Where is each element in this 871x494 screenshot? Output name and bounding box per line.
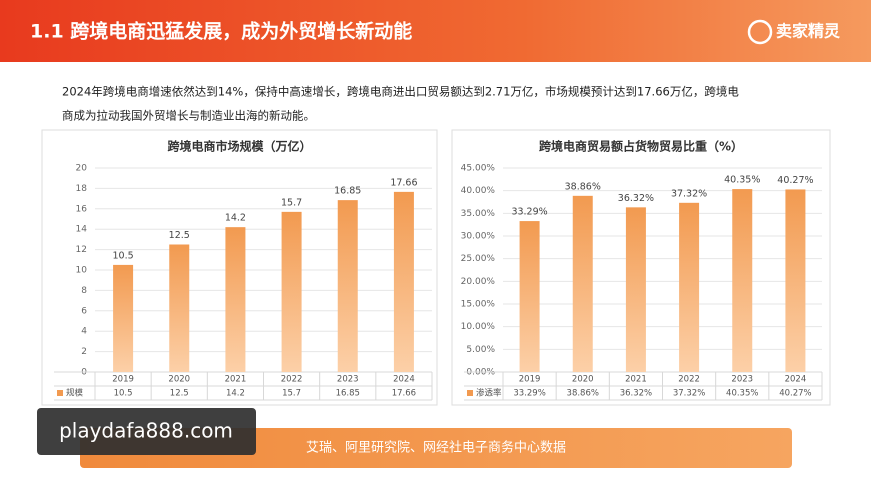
bar: [732, 189, 753, 372]
logo-text: 卖家精灵: [776, 22, 841, 41]
data-label: 36.32%: [618, 193, 654, 204]
table-value: 10.5: [114, 389, 133, 399]
table-value: 36.32%: [620, 389, 652, 399]
y-tick-label: 10.00%: [461, 322, 496, 332]
legend-swatch: [467, 390, 473, 396]
x-tick-label: 2022: [281, 375, 303, 385]
y-tick-label: 14: [76, 225, 88, 235]
data-label: 40.35%: [724, 175, 760, 186]
bar: [679, 202, 700, 372]
x-tick-label: 2020: [572, 375, 594, 385]
bar: [225, 227, 246, 372]
table-value: 14.2: [226, 389, 245, 399]
y-tick-label: 16: [76, 204, 88, 214]
data-label: 40.27%: [777, 175, 813, 186]
bar: [572, 195, 593, 372]
x-tick-label: 2024: [393, 375, 415, 385]
table-value: 15.7: [282, 389, 301, 399]
y-tick-label: 18: [76, 184, 88, 194]
watermark-box: [37, 408, 256, 455]
source-banner: [80, 428, 792, 468]
table-value: 37.32%: [673, 389, 705, 399]
y-tick-label: 8: [81, 286, 87, 296]
y-tick-label: 5.00%: [466, 345, 495, 355]
table-value: 12.5: [170, 389, 189, 399]
table-value: 40.27%: [779, 389, 811, 399]
data-label: 17.66: [390, 177, 417, 188]
legend-label: 渗透率: [476, 388, 502, 399]
x-tick-label: 2021: [625, 375, 647, 385]
bar: [113, 264, 134, 372]
bar: [785, 189, 806, 372]
y-tick-label: 40.00%: [461, 186, 496, 196]
x-tick-label: 2023: [731, 375, 753, 385]
table-value: 17.66: [392, 389, 416, 399]
data-label: 37.32%: [671, 188, 707, 199]
x-tick-label: 2020: [168, 375, 190, 385]
y-tick-label: 20.00%: [461, 277, 496, 287]
legend-swatch: [57, 390, 63, 396]
x-tick-label: 2019: [519, 375, 541, 385]
x-tick-label: 2023: [337, 375, 359, 385]
data-label: 14.2: [225, 213, 246, 224]
data-label: 15.7: [281, 197, 302, 208]
data-label: 33.29%: [511, 207, 547, 218]
bar: [281, 211, 302, 372]
chart-title: 跨境电商市场规模（万亿）: [167, 139, 311, 154]
y-tick-label: 2: [81, 347, 87, 357]
y-tick-label: 10: [76, 266, 88, 276]
source-text: 艾瑞、阿里研究院、网经社电子商务中心数据: [306, 440, 566, 456]
bar: [393, 191, 414, 372]
table-value: 33.29%: [513, 389, 545, 399]
y-tick-label: 12: [76, 245, 87, 255]
y-tick-label: 30.00%: [461, 232, 496, 242]
y-tick-label: 4: [81, 327, 87, 337]
header-title: 1.1 跨境电商迅猛发展，成为外贸增长新动能: [30, 20, 412, 43]
x-tick-label: 2019: [112, 375, 134, 385]
legend-label: 规模: [66, 388, 84, 399]
bar: [337, 200, 358, 372]
header-bar: [0, 0, 871, 62]
x-tick-label: 2021: [225, 375, 247, 385]
table-value: 40.35%: [726, 389, 758, 399]
data-label: 16.85: [334, 186, 361, 197]
y-tick-label: 6: [81, 306, 87, 316]
bar: [169, 244, 190, 372]
y-tick-label: 35.00%: [461, 209, 496, 219]
data-label: 12.5: [169, 230, 190, 241]
chart-title: 跨境电商贸易额占货物贸易比重（%）: [539, 139, 743, 154]
y-tick-label: 15.00%: [461, 300, 496, 310]
body-line: 商成为拉动我国外贸增长与制造业出海的新动能。: [62, 109, 315, 123]
x-tick-label: 2024: [785, 375, 807, 385]
watermark: playdafa888.com: [59, 419, 233, 443]
table-value: 38.86%: [567, 389, 599, 399]
x-tick-label: 2022: [678, 375, 700, 385]
y-tick-label: 20: [76, 164, 88, 174]
logo-icon: [747, 19, 773, 45]
body-line: 2024年跨境电商增速依然达到14%，保持中高速增长，跨境电商进出口贸易额达到2…: [62, 85, 739, 99]
data-label: 38.86%: [565, 181, 601, 192]
y-tick-label: 25.00%: [461, 254, 496, 264]
data-label: 10.5: [113, 250, 134, 261]
bar: [519, 221, 540, 372]
bar: [625, 207, 646, 372]
table-value: 16.85: [336, 389, 360, 399]
y-tick-label: 45.00%: [461, 164, 496, 174]
